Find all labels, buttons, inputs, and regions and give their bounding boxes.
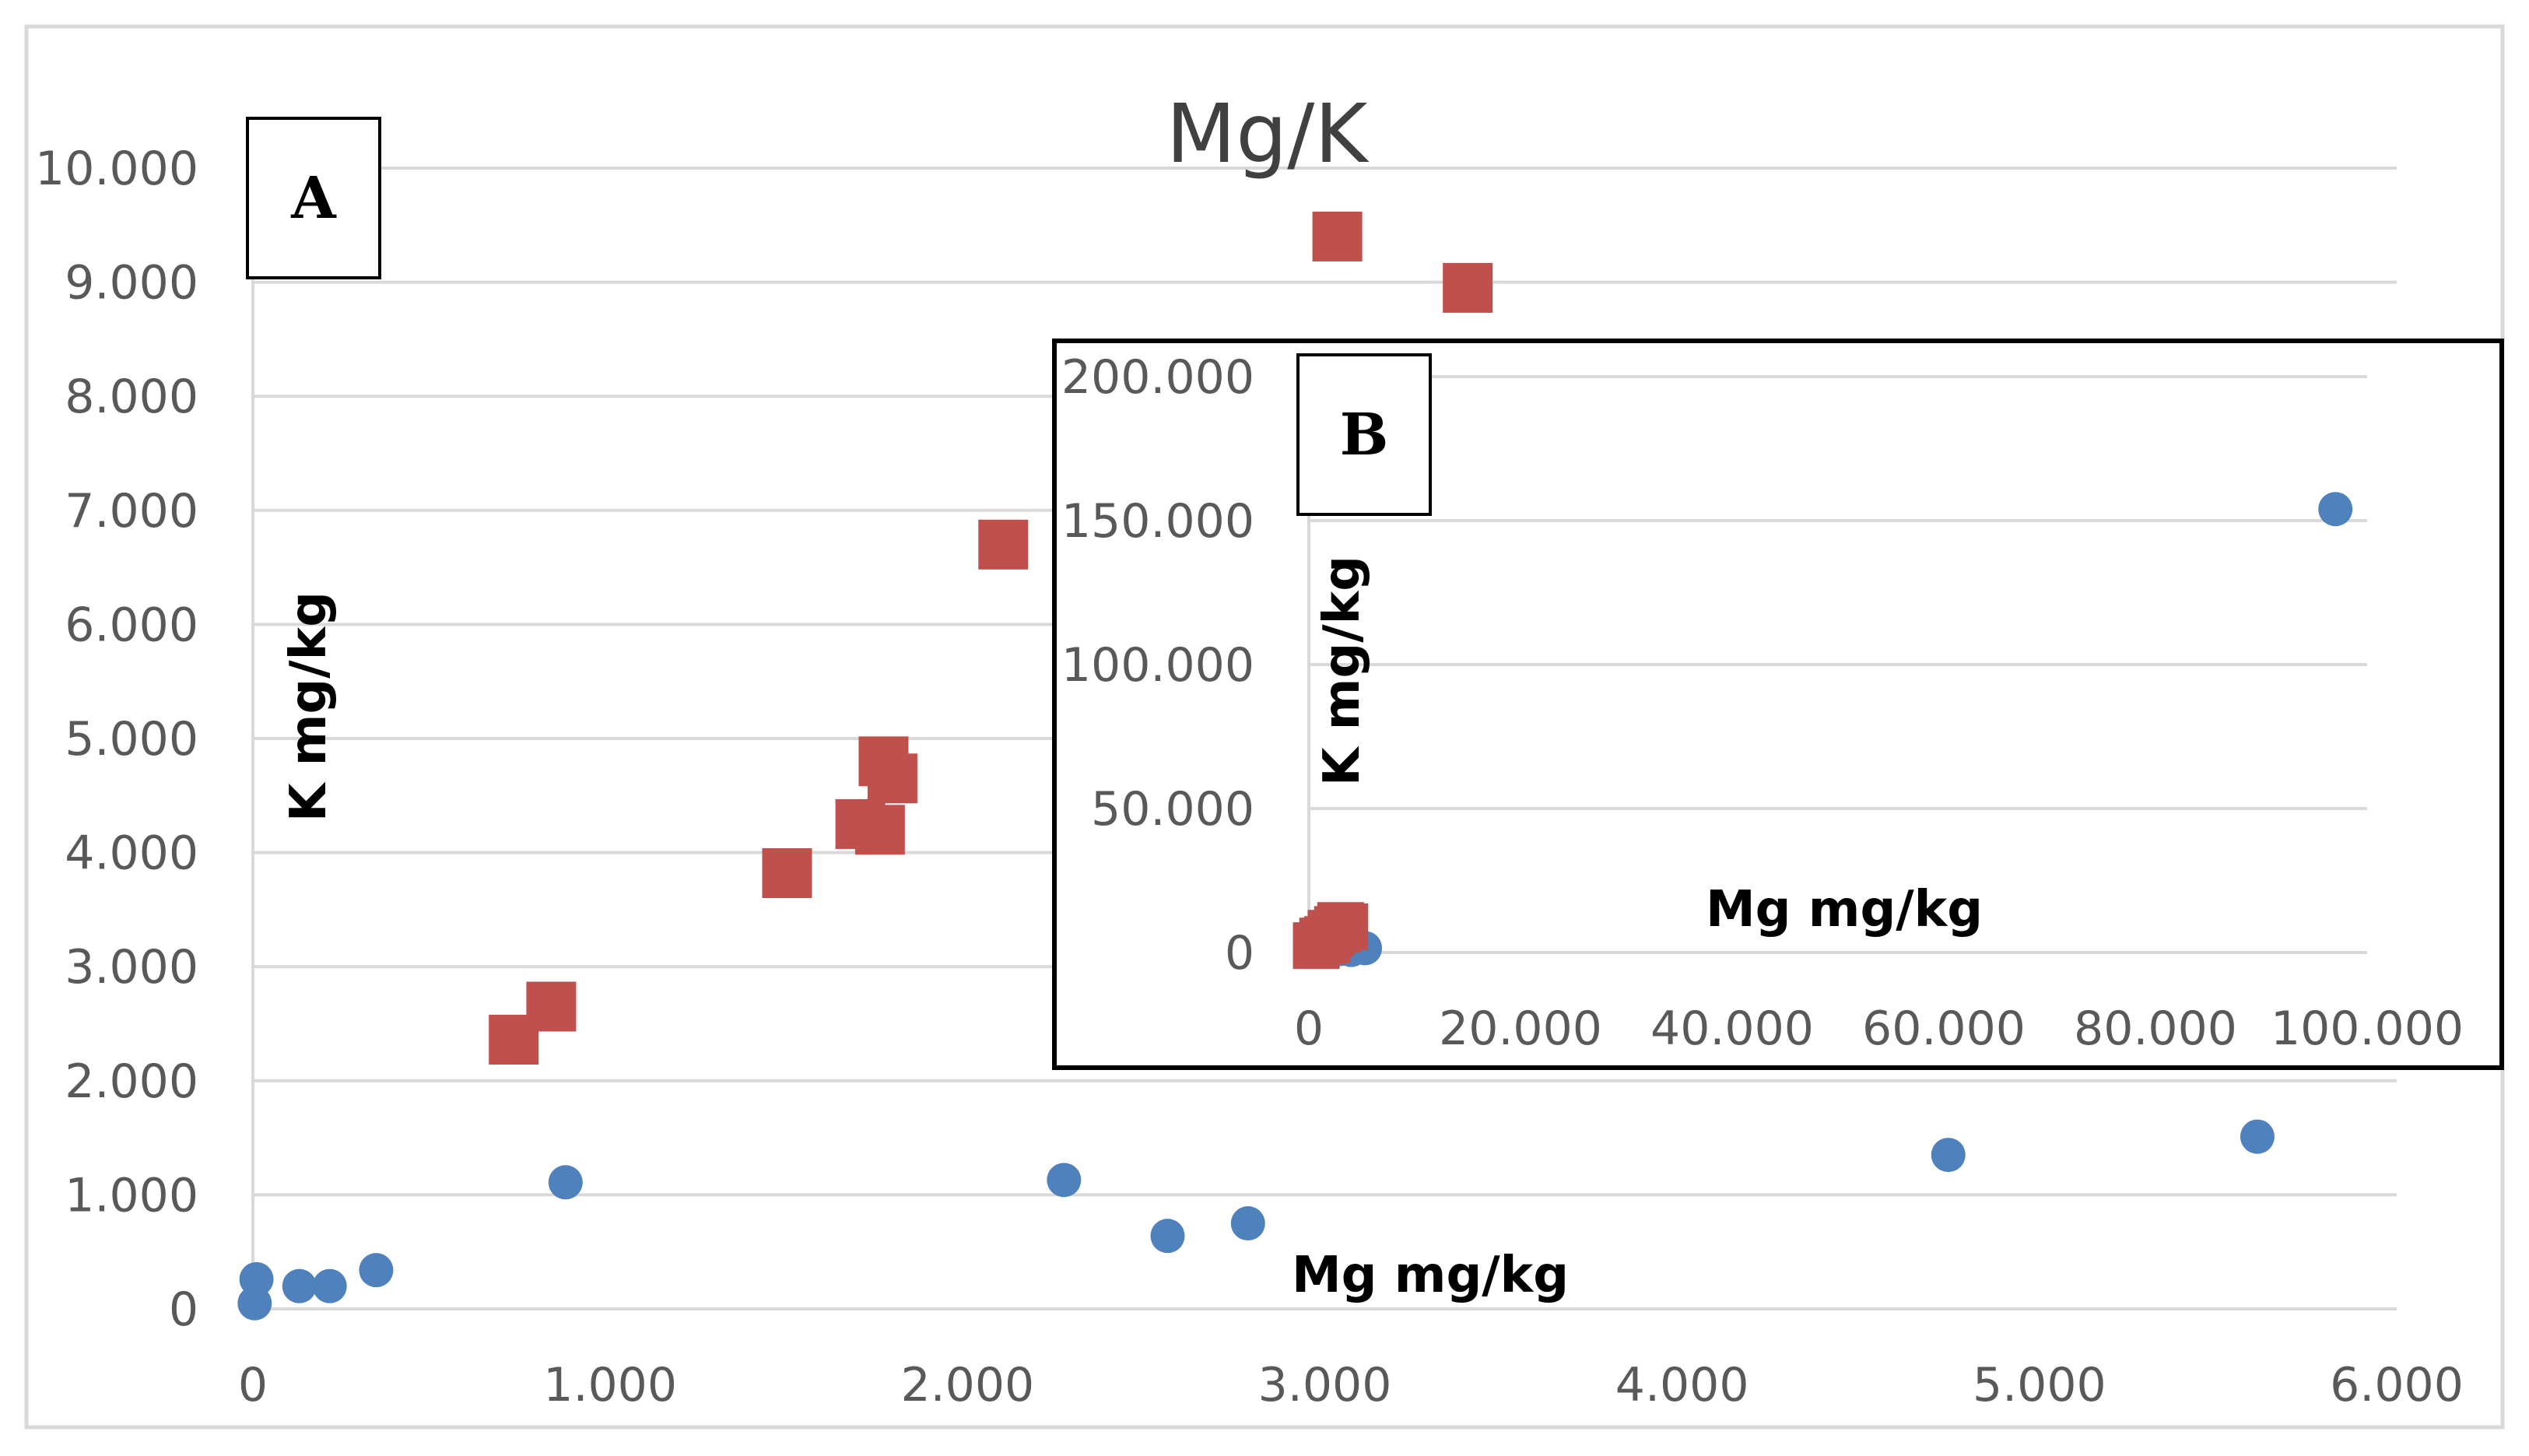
scatter-point-circle	[1931, 1138, 1966, 1173]
scatter-point-square	[1443, 262, 1493, 313]
y-tick-label: 3.000	[65, 940, 198, 995]
inset-x-tick-label: 40.000	[1650, 1002, 1814, 1056]
inset-y-axis-title: K mg/kg	[1314, 556, 1371, 786]
inset-x-tick-label: 80.000	[2074, 1002, 2237, 1056]
inset-y-tick-label: 100.000	[1061, 638, 1254, 693]
inset-x-tick-label: 0	[1294, 1002, 1324, 1056]
y-tick-label: 10.000	[35, 142, 198, 196]
scatter-point-circle	[2318, 492, 2353, 527]
y-tick-label: 7.000	[65, 484, 198, 539]
scatter-point-square	[526, 981, 577, 1032]
x-tick-label: 4.000	[1615, 1358, 1749, 1412]
scatter-point-square	[867, 753, 917, 804]
y-tick-label: 2.000	[65, 1054, 198, 1109]
scatter-point-square	[978, 519, 1029, 570]
y-tick-label: 8.000	[65, 370, 198, 424]
y-tick-label: 6.000	[65, 598, 198, 652]
x-tick-label: 5.000	[1973, 1358, 2106, 1412]
y-tick-label: 5.000	[65, 712, 198, 767]
panel-label-box-b	[1296, 353, 1432, 516]
inset-y-tick-label: 200.000	[1061, 350, 1254, 405]
scatter-point-circle	[1230, 1206, 1265, 1241]
inset-y-tick-label: 50.000	[1091, 782, 1254, 837]
y-axis-title: K mg/kg	[280, 591, 338, 822]
inset-x-axis-title: Mg mg/kg	[1706, 881, 1983, 939]
scatter-point-square	[854, 805, 905, 855]
panel-label-b: B	[1340, 402, 1389, 468]
y-tick-label: 1.000	[65, 1168, 198, 1223]
chart-title: Mg/K	[1166, 86, 1370, 181]
x-tick-label: 1.000	[543, 1358, 677, 1412]
inset-x-tick-label: 20.000	[1439, 1002, 1602, 1056]
scatter-point-circle	[1047, 1163, 1082, 1198]
scatter-point-circle	[282, 1268, 317, 1303]
scatter-point-square	[1312, 211, 1363, 261]
x-tick-label: 6.000	[2330, 1358, 2464, 1412]
x-tick-label: 3.000	[1258, 1358, 1392, 1412]
scatter-point-circle	[548, 1165, 583, 1200]
scatter-point-square	[762, 847, 812, 898]
x-tick-label: 0	[238, 1358, 268, 1412]
inset-y-tick-label: 150.000	[1061, 494, 1254, 549]
inset-plot: 0 50.000 100.000 150.000 200.000 0 20.000 40.00…	[1052, 339, 2504, 1070]
scatter-point-circle	[2240, 1119, 2275, 1154]
inset-frame	[1052, 339, 2504, 1070]
panel-label-a: A	[290, 165, 337, 232]
scatter-point-square	[1321, 903, 1369, 950]
inset-y-tick-label: 0	[1225, 926, 1254, 981]
y-tick-label: 0	[169, 1282, 198, 1337]
inset-x-tick-label: 60.000	[1862, 1002, 2026, 1056]
x-tick-label: 2.000	[900, 1358, 1034, 1412]
scatter-point-circle	[312, 1268, 347, 1303]
scatter-point-circle	[237, 1286, 272, 1321]
inset-x-tick-label: 100.000	[2271, 1002, 2464, 1056]
scatter-point-circle	[359, 1253, 394, 1288]
panel-label-box-a	[246, 117, 381, 279]
scatter-point-circle	[1150, 1219, 1185, 1254]
x-axis-title: Mg mg/kg	[1292, 1247, 1569, 1304]
y-tick-label: 9.000	[65, 256, 198, 310]
y-tick-label: 4.000	[65, 826, 198, 881]
